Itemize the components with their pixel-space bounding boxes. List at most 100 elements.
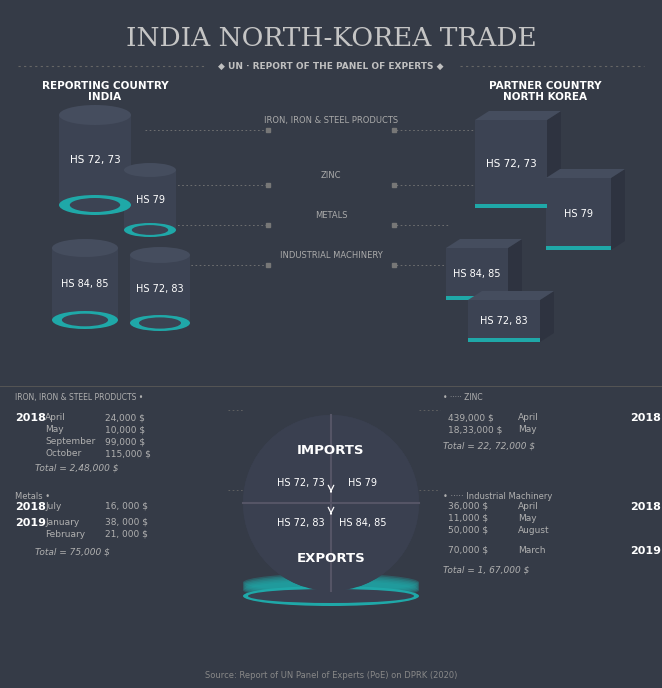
Text: 2018: 2018: [15, 413, 46, 423]
Ellipse shape: [248, 589, 414, 603]
Text: HS 84, 85: HS 84, 85: [453, 269, 500, 279]
Text: INDIA: INDIA: [89, 92, 122, 102]
Text: 115,000 $: 115,000 $: [105, 449, 151, 458]
Ellipse shape: [52, 311, 118, 329]
Ellipse shape: [243, 586, 419, 606]
Polygon shape: [508, 239, 522, 300]
Text: 50,000 $: 50,000 $: [448, 526, 488, 535]
Ellipse shape: [243, 581, 419, 599]
Text: 10,000 $: 10,000 $: [105, 425, 145, 434]
Text: April: April: [518, 502, 539, 511]
Text: IRON, IRON & STEEL PRODUCTS: IRON, IRON & STEEL PRODUCTS: [264, 116, 398, 125]
Bar: [468, 338, 540, 342]
Text: 21, 000 $: 21, 000 $: [105, 530, 148, 539]
Text: May: May: [518, 425, 537, 434]
Text: April: April: [45, 413, 66, 422]
Text: March: March: [518, 546, 545, 555]
Text: October: October: [45, 449, 81, 458]
Circle shape: [243, 415, 419, 591]
Ellipse shape: [130, 315, 190, 331]
Bar: [59, 115, 131, 205]
Text: ◆ UN · REPORT OF THE PANEL OF EXPERTS ◆: ◆ UN · REPORT OF THE PANEL OF EXPERTS ◆: [218, 61, 444, 70]
Text: EXPORTS: EXPORTS: [297, 552, 365, 564]
Text: HS 84, 85: HS 84, 85: [62, 279, 109, 289]
Text: January: January: [45, 518, 79, 527]
Text: PARTNER COUNTRY: PARTNER COUNTRY: [489, 81, 601, 91]
Text: July: July: [45, 502, 62, 511]
Text: Total = 22, 72,000 $: Total = 22, 72,000 $: [443, 441, 535, 450]
Text: 16, 000 $: 16, 000 $: [105, 502, 148, 511]
Ellipse shape: [243, 574, 419, 592]
Ellipse shape: [52, 239, 118, 257]
Bar: [52, 248, 118, 320]
Text: ZINC: ZINC: [321, 171, 341, 180]
Ellipse shape: [62, 314, 108, 326]
Text: IMPORTS: IMPORTS: [297, 444, 365, 458]
Text: Total = 75,000 $: Total = 75,000 $: [35, 548, 110, 557]
Bar: [446, 296, 508, 300]
Text: INDIA NORTH-KOREA TRADE: INDIA NORTH-KOREA TRADE: [126, 25, 536, 50]
Bar: [468, 300, 540, 342]
Ellipse shape: [124, 223, 176, 237]
Text: HS 79: HS 79: [348, 478, 377, 488]
Text: Metals •: Metals •: [15, 492, 50, 501]
Ellipse shape: [124, 163, 176, 177]
Bar: [124, 170, 176, 230]
Text: 18,33,000 $: 18,33,000 $: [448, 425, 502, 434]
Text: April: April: [518, 413, 539, 422]
Bar: [475, 204, 547, 208]
Ellipse shape: [59, 195, 131, 215]
Text: August: August: [518, 526, 549, 535]
Text: HS 79: HS 79: [564, 209, 593, 219]
Bar: [446, 248, 508, 300]
Text: 2018: 2018: [15, 502, 46, 512]
Text: May: May: [45, 425, 64, 434]
Text: 24,000 $: 24,000 $: [105, 413, 145, 422]
Ellipse shape: [243, 578, 419, 596]
Text: 2019: 2019: [15, 518, 46, 528]
Text: HS 72, 83: HS 72, 83: [480, 316, 528, 326]
Text: INDUSTRIAL MACHINERY: INDUSTRIAL MACHINERY: [279, 251, 383, 260]
Text: HS 72, 73: HS 72, 73: [70, 155, 120, 165]
Text: 2019: 2019: [630, 546, 661, 556]
Polygon shape: [540, 291, 554, 342]
Bar: [475, 120, 547, 208]
Text: 439,000 $: 439,000 $: [448, 413, 494, 422]
Bar: [546, 246, 611, 250]
Polygon shape: [611, 169, 625, 250]
Polygon shape: [475, 111, 561, 120]
Ellipse shape: [139, 317, 181, 329]
Ellipse shape: [243, 579, 419, 597]
Text: NORTH KOREA: NORTH KOREA: [503, 92, 587, 102]
Polygon shape: [468, 291, 554, 300]
Text: 70,000 $: 70,000 $: [448, 546, 488, 555]
Text: Total = 2,48,000 $: Total = 2,48,000 $: [35, 463, 118, 472]
Ellipse shape: [132, 225, 168, 235]
Ellipse shape: [130, 247, 190, 263]
Ellipse shape: [243, 577, 419, 594]
Text: 99,000 $: 99,000 $: [105, 437, 145, 446]
Ellipse shape: [243, 575, 419, 593]
Text: 2018: 2018: [630, 413, 661, 423]
Text: September: September: [45, 437, 95, 446]
Polygon shape: [446, 239, 522, 248]
Text: HS 79: HS 79: [136, 195, 164, 205]
Text: IRON, IRON & STEEL PRODUCTS •: IRON, IRON & STEEL PRODUCTS •: [15, 393, 143, 402]
Polygon shape: [547, 111, 561, 208]
Text: 36,000 $: 36,000 $: [448, 502, 488, 511]
Text: • ····· ZINC: • ····· ZINC: [443, 393, 483, 402]
Bar: [130, 255, 190, 323]
Ellipse shape: [70, 198, 120, 212]
Text: HS 72, 83: HS 72, 83: [136, 284, 184, 294]
Bar: [546, 178, 611, 250]
Ellipse shape: [59, 105, 131, 125]
Text: HS 72, 83: HS 72, 83: [277, 518, 325, 528]
Text: HS 72, 73: HS 72, 73: [277, 478, 325, 488]
Text: February: February: [45, 530, 85, 539]
Text: 11,000 $: 11,000 $: [448, 514, 488, 523]
Text: May: May: [518, 514, 537, 523]
Text: HS 84, 85: HS 84, 85: [339, 518, 387, 528]
Polygon shape: [546, 169, 625, 178]
Text: HS 72, 73: HS 72, 73: [486, 159, 536, 169]
Text: • ····· Industrial Machinery: • ····· Industrial Machinery: [443, 492, 552, 501]
